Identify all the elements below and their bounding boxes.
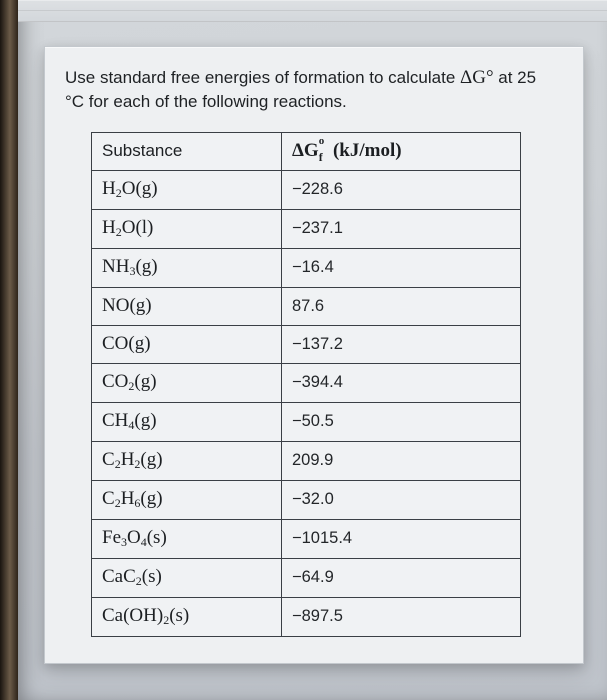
cell-substance: H2O(g) xyxy=(92,170,282,209)
cell-substance: CO2(g) xyxy=(92,363,282,402)
delta-gf-value: −64.9 xyxy=(292,568,334,586)
thermo-data-table: Substance ΔGfo (kJ/mol) H2O(g)−228.6H2O(… xyxy=(91,132,521,637)
delta-gf-value: −228.6 xyxy=(292,180,343,198)
delta-gf-value: −394.4 xyxy=(292,373,343,391)
delta-gf-value: −897.5 xyxy=(292,607,343,625)
table-row: H2O(g) −228.6 xyxy=(92,170,521,209)
delta-gf-label: ΔGfo (kJ/mol) xyxy=(292,140,402,161)
cell-value: −50.5 xyxy=(282,402,521,441)
cell-value: −1015.4 xyxy=(282,519,521,558)
question-prompt: Use standard free energies of formation … xyxy=(65,65,563,114)
cell-substance: H2O(l) xyxy=(92,209,282,248)
cell-value: 87.6 xyxy=(282,287,521,325)
chem-formula: C2H2(g) xyxy=(102,449,163,470)
cell-value: 209.9 xyxy=(282,441,521,480)
cell-substance: CO(g) xyxy=(92,325,282,363)
chem-formula: CO2(g) xyxy=(102,371,157,392)
table-row: NH3(g) −16.4 xyxy=(92,248,521,287)
table-row: Ca(OH)2(s) −897.5 xyxy=(92,597,521,636)
cell-value: −64.9 xyxy=(282,558,521,597)
prompt-text-post: at 25 xyxy=(494,68,537,87)
chem-formula: Fe3O4(s) xyxy=(102,527,167,548)
cell-value: −32.0 xyxy=(282,480,521,519)
table-row: C2H6(g) −32.0 xyxy=(92,480,521,519)
delta-gf-value: −16.4 xyxy=(292,258,334,276)
cell-substance: C2H6(g) xyxy=(92,480,282,519)
chem-formula: H2O(l) xyxy=(102,217,153,238)
delta-gf-value: 209.9 xyxy=(292,451,333,469)
chem-formula: NO(g) xyxy=(102,295,152,316)
col-header-substance: Substance xyxy=(92,132,282,170)
cell-substance: NH3(g) xyxy=(92,248,282,287)
chem-formula: CH4(g) xyxy=(102,410,157,431)
table-row: CO(g) −137.2 xyxy=(92,325,521,363)
chem-formula: H2O(g) xyxy=(102,178,158,199)
prompt-text-pre: Use standard free energies of formation … xyxy=(65,68,460,87)
cell-value: −137.2 xyxy=(282,325,521,363)
table-row: CH4(g) −50.5 xyxy=(92,402,521,441)
cell-substance: CaC2(s) xyxy=(92,558,282,597)
top-panel-hairline xyxy=(18,0,607,22)
table-row: NO(g) 87.6 xyxy=(92,287,521,325)
cell-value: −237.1 xyxy=(282,209,521,248)
question-card: Use standard free energies of formation … xyxy=(44,46,584,664)
chem-formula: C2H6(g) xyxy=(102,488,163,509)
delta-gf-value: −237.1 xyxy=(292,219,343,237)
cell-substance: C2H2(g) xyxy=(92,441,282,480)
table-row: CaC2(s) −64.9 xyxy=(92,558,521,597)
col-header-deltaGf: ΔGfo (kJ/mol) xyxy=(282,132,521,170)
photo-left-edge xyxy=(0,0,18,700)
delta-gf-value: −50.5 xyxy=(292,412,334,430)
table-row: Fe3O4(s) −1015.4 xyxy=(92,519,521,558)
chem-formula: NH3(g) xyxy=(102,256,158,277)
cell-value: −228.6 xyxy=(282,170,521,209)
delta-gf-value: 87.6 xyxy=(292,297,324,315)
table-header-row: Substance ΔGfo (kJ/mol) xyxy=(92,132,521,170)
cell-substance: NO(g) xyxy=(92,287,282,325)
prompt-line2: °C for each of the following reactions. xyxy=(65,92,347,111)
cell-substance: Fe3O4(s) xyxy=(92,519,282,558)
table-row: CO2(g) −394.4 xyxy=(92,363,521,402)
cell-substance: Ca(OH)2(s) xyxy=(92,597,282,636)
delta-gf-value: −1015.4 xyxy=(292,529,352,547)
chem-formula: Ca(OH)2(s) xyxy=(102,605,189,626)
delta-g-symbol: ΔG° xyxy=(460,67,494,88)
table-row: H2O(l) −237.1 xyxy=(92,209,521,248)
delta-gf-value: −32.0 xyxy=(292,490,334,508)
top-panel-hairline-2 xyxy=(18,10,607,11)
cell-value: −394.4 xyxy=(282,363,521,402)
table-row: C2H2(g) 209.9 xyxy=(92,441,521,480)
cell-value: −897.5 xyxy=(282,597,521,636)
cell-value: −16.4 xyxy=(282,248,521,287)
cell-substance: CH4(g) xyxy=(92,402,282,441)
table-body: H2O(g) −228.6 H2O(l) −237.1 NH3(g) −16.4 NO(g)… xyxy=(92,170,521,636)
delta-gf-value: −137.2 xyxy=(292,335,343,353)
chem-formula: CO(g) xyxy=(102,333,151,354)
chem-formula: CaC2(s) xyxy=(102,566,162,587)
